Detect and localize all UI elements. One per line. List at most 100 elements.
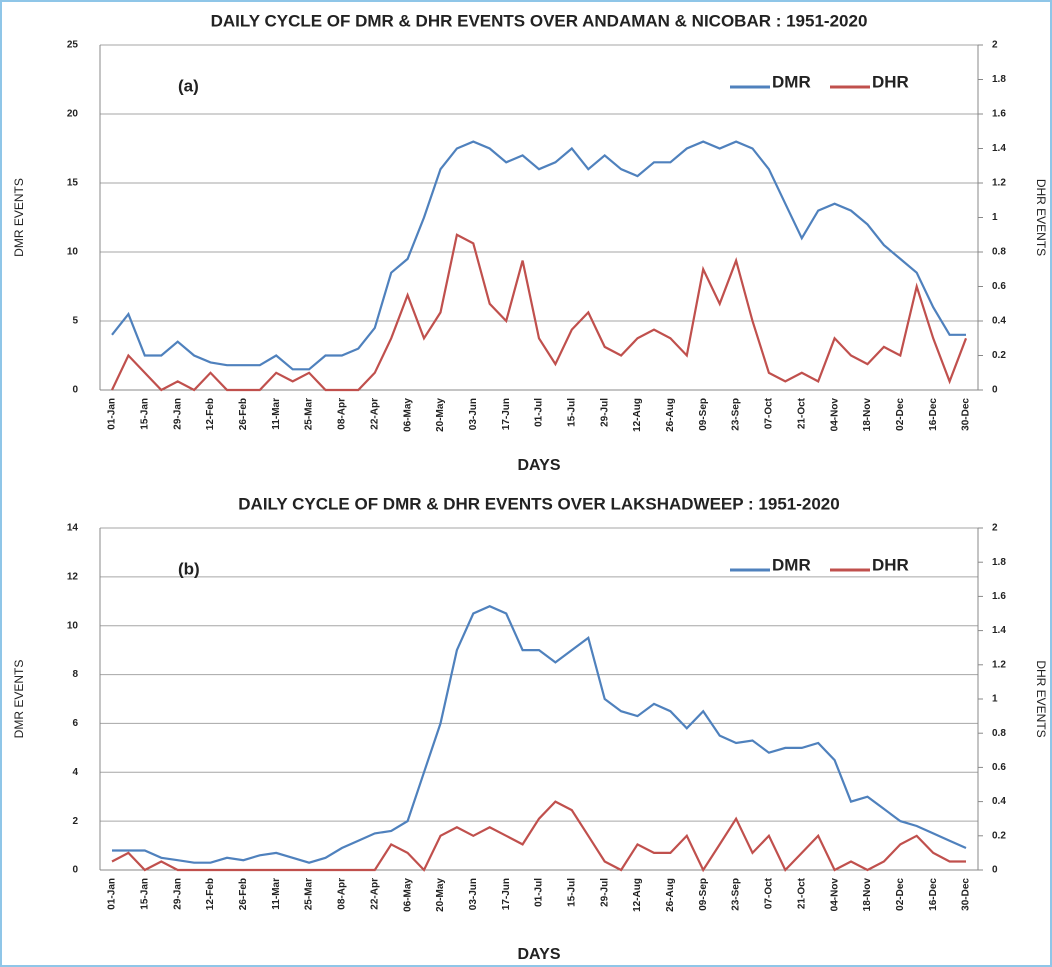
annotation: (a) [178,76,199,95]
annotation: (b) [178,559,200,578]
y2-tick-label: 0.4 [992,796,1006,807]
y2-tick-label: 0.6 [992,762,1006,773]
x-tick-label: 23-Sep [731,398,742,431]
y-tick-label: 8 [72,669,78,680]
x-tick-label: 29-Jan [172,398,183,430]
x-tick-label: 11-Mar [271,398,282,430]
y2-tick-label: 1.6 [992,591,1006,602]
x-tick-label: 30-Dec [961,878,972,911]
x-tick-label: 25-Mar [304,878,315,910]
x-tick-label: 16-Dec [928,878,939,911]
y2-tick-label: 1 [992,212,998,223]
y2-tick-label: 0 [992,865,998,876]
series-line [111,800,966,873]
x-tick-label: 03-Jun [468,878,479,910]
x-tick-label: 06-May [402,878,413,912]
x-tick-label: 09-Sep [698,878,709,911]
x-tick-label: 01-Jul [534,398,545,427]
x-axis-label: DAYS [518,457,561,474]
x-tick-label: 29-Jul [599,398,610,427]
x-tick-label: 26-Feb [238,398,249,430]
y2-tick-label: 1 [992,694,998,705]
x-tick-label: 18-Nov [862,878,873,912]
x-tick-label: 15-Jul [566,878,577,907]
x-tick-label: 02-Dec [895,398,906,431]
x-tick-label: 26-Feb [238,878,249,910]
x-tick-label: 03-Jun [468,398,479,430]
y2-tick-label: 1.8 [992,74,1006,85]
x-tick-label: 17-Jun [501,878,512,910]
x-tick-label: 15-Jul [566,398,577,427]
x-tick-label: 04-Nov [829,878,840,912]
y2-tick-label: 0.8 [992,728,1006,739]
x-tick-label: 29-Jan [172,878,183,910]
x-tick-label: 06-May [402,398,413,432]
y-tick-label: 4 [72,767,78,778]
y2-tick-label: 1.8 [992,557,1006,568]
y2-tick-label: 0 [992,385,998,396]
y-tick-label: 0 [72,385,78,396]
y2-tick-label: 0.2 [992,350,1006,361]
x-tick-label: 17-Jun [501,398,512,430]
x-tick-label: 21-Oct [796,877,807,909]
x-tick-label: 22-Apr [369,398,380,430]
y-axis-label: DMR EVENTS [12,660,26,739]
legend-label: DHR [872,555,909,574]
x-tick-label: 20-May [435,398,446,432]
y2-tick-label: 1.6 [992,109,1006,120]
y-tick-label: 10 [67,620,79,631]
y-tick-label: 5 [72,316,78,327]
x-axis-label: DAYS [518,946,561,963]
legend-label: DMR [772,72,811,91]
x-tick-label: 15-Jan [139,878,150,910]
y2-tick-label: 1.2 [992,659,1006,670]
y-tick-label: 2 [72,816,78,827]
y2-tick-label: 0.8 [992,247,1006,258]
x-tick-label: 04-Nov [829,398,840,432]
x-tick-label: 30-Dec [961,398,972,431]
x-tick-label: 07-Oct [764,397,775,429]
y-tick-label: 12 [67,571,79,582]
series-line [112,604,967,864]
y2-axis-label: DHR EVENTS [1034,660,1048,737]
series-line [111,140,966,371]
x-tick-label: 16-Dec [928,398,939,431]
x-tick-label: 18-Nov [862,398,873,432]
x-tick-label: 01-Jul [534,878,545,907]
x-tick-label: 08-Apr [337,398,348,430]
x-tick-label: 15-Jan [139,398,150,430]
y-tick-label: 15 [67,178,79,189]
y2-tick-label: 0.4 [992,316,1006,327]
y2-tick-label: 2 [992,523,998,534]
y-tick-label: 14 [67,523,79,534]
y2-tick-label: 1.2 [992,178,1006,189]
x-tick-label: 08-Apr [337,878,348,910]
y-axis-label: DMR EVENTS [12,178,26,257]
x-tick-label: 22-Apr [369,878,380,910]
y2-tick-label: 1.4 [992,625,1006,636]
chart-title: DAILY CYCLE OF DMR & DHR EVENTS OVER LAK… [238,494,839,513]
x-tick-label: 12-Feb [205,878,216,910]
y-tick-label: 6 [72,718,78,729]
x-tick-label: 21-Oct [796,397,807,429]
y2-tick-label: 0.6 [992,281,1006,292]
x-tick-label: 01-Jan [107,878,118,910]
x-tick-label: 12-Feb [205,398,216,430]
x-tick-label: 12-Aug [632,398,643,432]
chart-title: DAILY CYCLE OF DMR & DHR EVENTS OVER AND… [211,11,868,30]
y2-tick-label: 2 [992,40,998,51]
x-tick-label: 11-Mar [271,878,282,910]
y-tick-label: 25 [67,40,79,51]
y-tick-label: 0 [72,865,78,876]
y2-tick-label: 1.4 [992,143,1006,154]
x-tick-label: 23-Sep [731,878,742,911]
y2-axis-label: DHR EVENTS [1034,179,1048,256]
legend-label: DHR [872,72,909,91]
y-tick-label: 20 [67,109,79,120]
x-tick-label: 09-Sep [698,398,709,431]
legend-label: DMR [772,555,811,574]
x-tick-label: 02-Dec [895,878,906,911]
y2-tick-label: 0.2 [992,830,1006,841]
x-tick-label: 01-Jan [107,398,118,430]
